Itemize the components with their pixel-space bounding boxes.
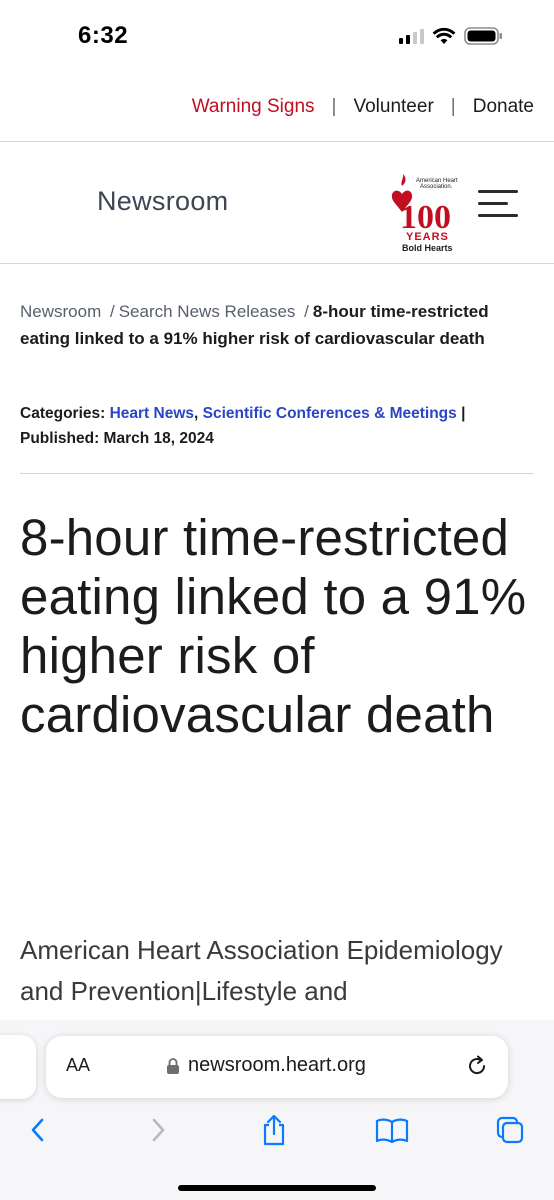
previous-tab-preview[interactable]	[0, 1035, 36, 1099]
category-heart-news[interactable]: Heart News	[109, 405, 195, 422]
url-text: newsroom.heart.org	[188, 1054, 366, 1076]
book-icon	[375, 1118, 409, 1144]
battery-icon	[464, 27, 502, 45]
logo-years: YEARS	[406, 231, 449, 243]
logo-org-line2: Association.	[420, 184, 453, 190]
aha-100-years-logo[interactable]: American Heart Association. 100 YEARS Bo…	[388, 172, 468, 254]
logo-tagline: Bold Hearts	[402, 243, 453, 253]
nav-separator: |	[331, 96, 337, 117]
chevron-right-icon	[152, 1118, 165, 1142]
breadcrumb-search-news-releases[interactable]: Search News Releases	[118, 302, 296, 321]
site-header: Newsroom American Heart Association. 100…	[0, 142, 554, 264]
address-bar[interactable]: AA newsroom.heart.org	[46, 1036, 508, 1098]
home-indicator[interactable]	[178, 1185, 376, 1191]
reload-icon[interactable]	[464, 1053, 490, 1079]
breadcrumb-newsroom[interactable]: Newsroom	[20, 302, 102, 321]
article-headline: 8-hour time-restricted eating linked to …	[20, 509, 527, 743]
back-button[interactable]	[20, 1112, 56, 1148]
share-button[interactable]	[256, 1112, 292, 1148]
tabs-icon	[496, 1116, 524, 1144]
breadcrumb: Newsroom / Search News Releases /8-hour t…	[20, 298, 530, 352]
categories-label: Categories:	[20, 405, 106, 422]
published-date: March 18, 2024	[103, 430, 214, 447]
article-subtitle: American Heart Association Epidemiology …	[20, 935, 503, 1006]
newsroom-title[interactable]: Newsroom	[97, 186, 229, 216]
divider	[0, 141, 554, 142]
forward-button[interactable]	[140, 1112, 176, 1148]
cellular-signal-icon	[399, 28, 424, 44]
status-icons	[399, 26, 504, 46]
chevron-left-icon	[31, 1118, 44, 1142]
category-scientific-conferences[interactable]: Scientific Conferences & Meetings	[202, 405, 457, 422]
article-meta: Categories: Heart News, Scientific Confe…	[20, 405, 466, 447]
status-time: 6:32	[78, 22, 129, 49]
published-label: Published:	[20, 430, 100, 447]
breadcrumb-separator: /	[109, 302, 115, 321]
meta-pipe: |	[461, 405, 466, 422]
warning-signs-link[interactable]: Warning Signs	[191, 96, 315, 117]
share-icon	[263, 1114, 285, 1146]
reader-aa-button[interactable]: AA	[66, 1055, 91, 1075]
tabs-button[interactable]	[492, 1112, 528, 1148]
wifi-icon	[432, 27, 456, 44]
logo-number: 100	[400, 199, 451, 236]
divider	[20, 473, 534, 474]
divider	[0, 263, 554, 264]
lock-icon	[167, 1057, 179, 1074]
breadcrumb-separator: /	[304, 302, 309, 321]
utility-nav: Warning Signs | Volunteer | Donate	[192, 96, 534, 118]
browser-toolbar	[0, 1106, 554, 1156]
logo-org-line1: American Heart	[416, 178, 458, 184]
breadcrumb-current: 8-hour time-restricted eating linked to …	[20, 302, 489, 348]
url-display[interactable]: newsroom.heart.org	[166, 1054, 366, 1077]
nav-separator: |	[450, 96, 456, 117]
bookmarks-button[interactable]	[374, 1112, 410, 1148]
hamburger-menu-icon[interactable]	[478, 190, 518, 218]
donate-link[interactable]: Donate	[472, 96, 534, 117]
status-bar: 6:32	[0, 0, 554, 70]
volunteer-link[interactable]: Volunteer	[353, 96, 434, 117]
